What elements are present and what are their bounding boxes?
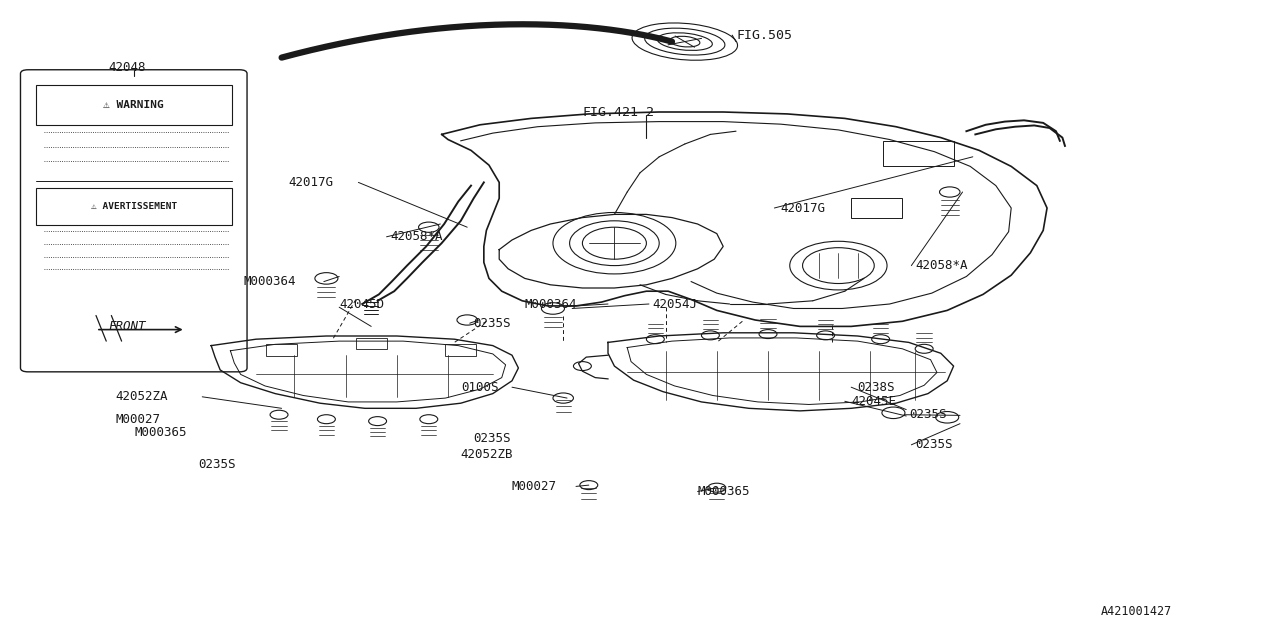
Text: 42058*A: 42058*A xyxy=(915,259,968,272)
Text: M000364: M000364 xyxy=(525,298,577,310)
Text: 0235S: 0235S xyxy=(474,432,511,445)
Text: 0238S: 0238S xyxy=(858,381,895,394)
Text: 0235S: 0235S xyxy=(198,458,236,470)
Text: M00027: M00027 xyxy=(115,413,160,426)
Bar xyxy=(445,344,476,356)
Ellipse shape xyxy=(632,23,737,60)
Bar xyxy=(851,198,902,218)
Text: M000365: M000365 xyxy=(698,485,750,498)
Text: 42045D: 42045D xyxy=(339,298,384,310)
Text: ⚠ WARNING: ⚠ WARNING xyxy=(104,100,164,110)
Text: 42058*A: 42058*A xyxy=(390,230,443,243)
Text: 42048: 42048 xyxy=(109,61,146,74)
Text: M00027: M00027 xyxy=(512,480,557,493)
Bar xyxy=(356,338,387,349)
Text: 0235S: 0235S xyxy=(915,438,952,451)
Text: 42052ZA: 42052ZA xyxy=(115,390,168,403)
Text: 42017G: 42017G xyxy=(781,202,826,214)
Text: ⚠ AVERTISSEMENT: ⚠ AVERTISSEMENT xyxy=(91,202,177,211)
Text: 42017G: 42017G xyxy=(288,176,333,189)
Text: A421001427: A421001427 xyxy=(1101,605,1172,618)
Text: FIG.421-2: FIG.421-2 xyxy=(582,106,654,118)
Text: 0235S: 0235S xyxy=(909,408,946,421)
Text: FIG.505: FIG.505 xyxy=(736,29,792,42)
Text: 0235S: 0235S xyxy=(474,317,511,330)
Ellipse shape xyxy=(657,33,713,51)
Bar xyxy=(266,344,297,356)
FancyBboxPatch shape xyxy=(20,70,247,372)
Bar xyxy=(36,85,232,125)
Bar xyxy=(883,141,954,166)
Text: 0100S: 0100S xyxy=(461,381,498,394)
Ellipse shape xyxy=(645,28,724,55)
Text: 42054J: 42054J xyxy=(653,298,698,310)
Bar xyxy=(36,188,232,225)
Text: M000365: M000365 xyxy=(134,426,187,438)
Text: 42045E: 42045E xyxy=(851,395,896,408)
Text: M000364: M000364 xyxy=(243,275,296,288)
Ellipse shape xyxy=(669,36,700,47)
Text: FRONT: FRONT xyxy=(109,320,146,333)
Text: 42052ZB: 42052ZB xyxy=(461,448,513,461)
